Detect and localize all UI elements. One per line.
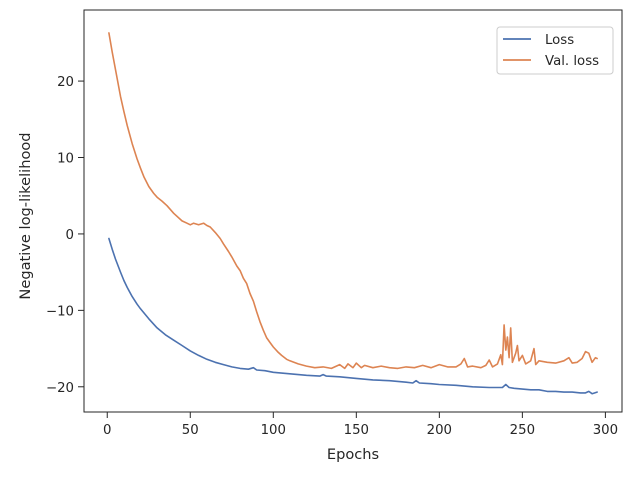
x-tick-label: 200	[427, 423, 452, 438]
x-tick-label: 250	[510, 423, 535, 438]
x-tick-label: 50	[182, 423, 199, 438]
y-tick-label: 20	[57, 75, 74, 90]
x-tick-label: 300	[593, 423, 618, 438]
loss-series-line	[108, 237, 598, 395]
series-layer	[108, 32, 598, 395]
legend-label-val-loss: Val. loss	[545, 54, 599, 69]
y-tick-label: −20	[46, 381, 74, 396]
y-tick-label: 0	[66, 228, 74, 243]
x-axis-label: Epochs	[327, 446, 379, 463]
x-tick-label: 0	[103, 423, 111, 438]
x-tick-label: 150	[344, 423, 369, 438]
y-tick-label: 10	[57, 152, 74, 167]
legend: Loss Val. loss	[496, 26, 614, 75]
plot-frame	[83, 9, 623, 413]
legend-label-loss: Loss	[545, 33, 574, 48]
y-axis-label: Negative log-likelihood	[17, 132, 34, 299]
y-tick-label: −10	[46, 304, 74, 319]
val-loss-series-line	[108, 32, 598, 370]
x-tick-label: 100	[261, 423, 286, 438]
ticks-layer: 0 50 100 150 200 250 300 −20 −10 0 10 20	[46, 75, 618, 438]
